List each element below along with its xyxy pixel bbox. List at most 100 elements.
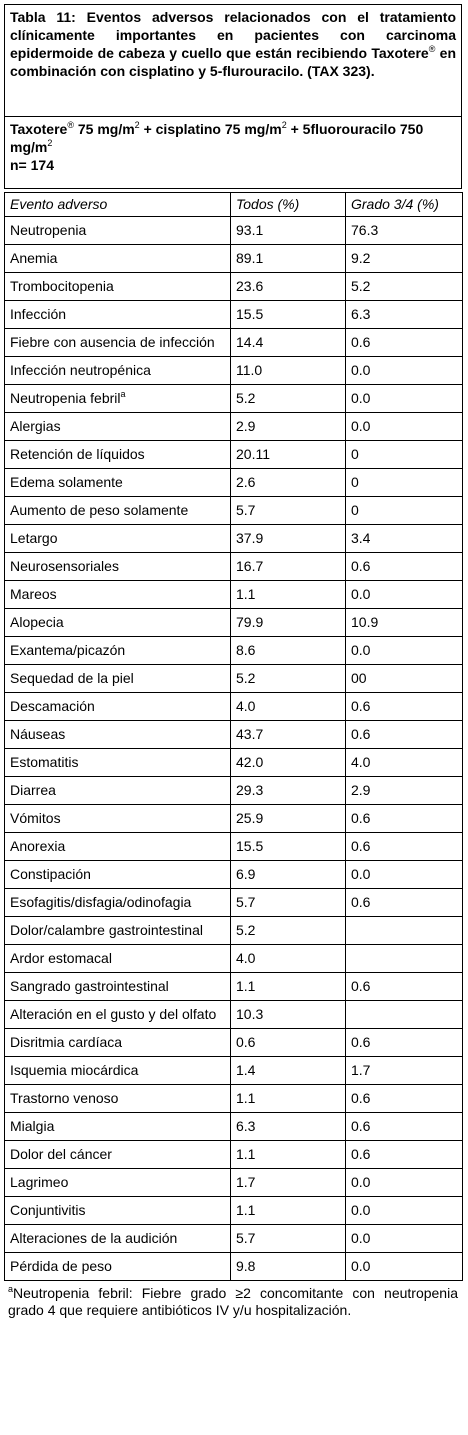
table-cell: Sangrado gastrointestinal	[4, 972, 231, 1001]
cell-text: 0.6	[236, 1034, 256, 1050]
table-cell: 0.6	[345, 1084, 463, 1113]
cell-text: 20.11	[236, 446, 270, 462]
table-cell: 0.6	[345, 1028, 463, 1057]
table-cell: 4.0	[230, 692, 346, 721]
table-cell: 0.0	[345, 860, 463, 889]
table-cell: 4.0	[230, 944, 346, 973]
text: 75 mg/m	[73, 121, 135, 137]
cell-text: 6.3	[351, 306, 371, 322]
table-cell: Letargo	[4, 524, 231, 553]
cell-text: Diarrea	[10, 782, 56, 798]
table-cell: 0.6	[345, 552, 463, 581]
table-cell: Isquemia miocárdica	[4, 1056, 231, 1085]
table-cell: Neurosensoriales	[4, 552, 231, 581]
cell-text: 1.1	[236, 1202, 256, 1218]
cell-text: Exantema/picazón	[10, 642, 126, 658]
cell-text: 0.6	[351, 978, 371, 994]
footnote-text: Neutropenia febril: Fiebre grado ≥2 conc…	[8, 1285, 458, 1318]
cell-text: 0	[351, 502, 359, 518]
table-cell: 0	[345, 468, 463, 497]
table-cell: Alergias	[4, 412, 231, 441]
cell-text: 0	[351, 446, 359, 462]
table-row: Pérdida de peso 9.8 0.0	[4, 1252, 463, 1281]
cell-text: Vómitos	[10, 810, 61, 826]
cell-text: Isquemia miocárdica	[10, 1062, 139, 1078]
table-cell: 89.1	[230, 244, 346, 273]
table-cell: 23.6	[230, 272, 346, 301]
text: en combinación con cisplatino y 5-flurou…	[10, 45, 456, 79]
cell-text: 3.4	[351, 530, 371, 546]
table-row: Dolor del cáncer 1.1 0.6	[4, 1140, 463, 1169]
table-cell: 14.4	[230, 328, 346, 357]
cell-text: 0.6	[351, 810, 371, 826]
table-cell: 79.9	[230, 608, 346, 637]
table-cell: Anemia	[4, 244, 231, 273]
table-cell: 0.0	[345, 1168, 463, 1197]
table-cell	[345, 916, 463, 945]
table-row: Sangrado gastrointestinal 1.1 0.6	[4, 972, 463, 1001]
cell-text: Alteraciones de la audición	[10, 1230, 178, 1246]
cell-text: 0.6	[351, 894, 371, 910]
table-cell: 0.0	[345, 1252, 463, 1281]
cell-text: Trastorno venoso	[10, 1090, 119, 1106]
cell-text: 5.7	[236, 502, 256, 518]
table-cell: 0.0	[345, 1224, 463, 1253]
table-row: Letargo 37.9 3.4	[4, 524, 463, 553]
table-row: Dolor/calambre gastrointestinal 5.2	[4, 916, 463, 945]
table-cell: 6.3	[230, 1112, 346, 1141]
cell-text: Lagrimeo	[10, 1174, 69, 1190]
table-cell: Sequedad de la piel	[4, 664, 231, 693]
table-cell: 93.1	[230, 216, 346, 245]
table-cell: 10.9	[345, 608, 463, 637]
table-cell: Alteraciones de la audición	[4, 1224, 231, 1253]
cell-text: 0	[351, 474, 359, 490]
table-cell: Conjuntivitis	[4, 1196, 231, 1225]
cell-text: Náuseas	[10, 726, 66, 742]
table-row: Conjuntivitis 1.1 0.0	[4, 1196, 463, 1225]
table-cell: 2.9	[345, 776, 463, 805]
table-row: Constipación 6.9 0.0	[4, 860, 463, 889]
table-row: Neutropenia 93.1 76.3	[4, 216, 463, 245]
cell-text: Dolor del cáncer	[10, 1146, 112, 1162]
table-cell: Ardor estomacal	[4, 944, 231, 973]
table-cell: Constipación	[4, 860, 231, 889]
cell-text: 0.0	[351, 1230, 371, 1246]
table-cell: 6.9	[230, 860, 346, 889]
table-row: Fiebre con ausencia de infección 14.4 0.6	[4, 328, 463, 357]
cell-text: Sangrado gastrointestinal	[10, 978, 169, 994]
table-cell	[345, 944, 463, 973]
table-cell: 25.9	[230, 804, 346, 833]
cell-text: 5.2	[236, 390, 256, 406]
table-row: Neurosensoriales 16.7 0.6	[4, 552, 463, 581]
table-cell: 10.3	[230, 1000, 346, 1029]
table-row: Infección neutropénica 11.0 0.0	[4, 356, 463, 385]
cell-text: 6.9	[236, 866, 256, 882]
table-cell: 0.0	[345, 1196, 463, 1225]
table-cell: 0.0	[345, 356, 463, 385]
table-cell: 0.6	[345, 720, 463, 749]
table-cell	[345, 1000, 463, 1029]
cell-text: 0.0	[351, 418, 371, 434]
cell-text: Letargo	[10, 530, 58, 546]
table-cell: 9.8	[230, 1252, 346, 1281]
cell-text: 16.7	[236, 558, 264, 574]
cell-text: Fiebre con ausencia de infección	[10, 334, 215, 350]
cell-text: Disritmia cardíaca	[10, 1034, 123, 1050]
table-cell: Dolor/calambre gastrointestinal	[4, 916, 231, 945]
cell-text: 4.0	[351, 754, 371, 770]
table-cell: 0	[345, 496, 463, 525]
table-cell: Alteración en el gusto y del olfato	[4, 1000, 231, 1029]
table-cell: 0.0	[345, 636, 463, 665]
cell-text: 23.6	[236, 278, 264, 294]
table-cell: 0	[345, 440, 463, 469]
table-cell: 2.9	[230, 412, 346, 441]
cell-text: Aumento de peso solamente	[10, 502, 189, 518]
cell-text: 5.2	[236, 670, 256, 686]
table-row: Sequedad de la piel 5.2 00	[4, 664, 463, 693]
table-cell: 0.0	[345, 412, 463, 441]
cell-text: 76.3	[351, 222, 379, 238]
cell-text: Infección neutropénica	[10, 362, 151, 378]
table-cell: 1.7	[345, 1056, 463, 1085]
table-row: Descamación 4.0 0.6	[4, 692, 463, 721]
